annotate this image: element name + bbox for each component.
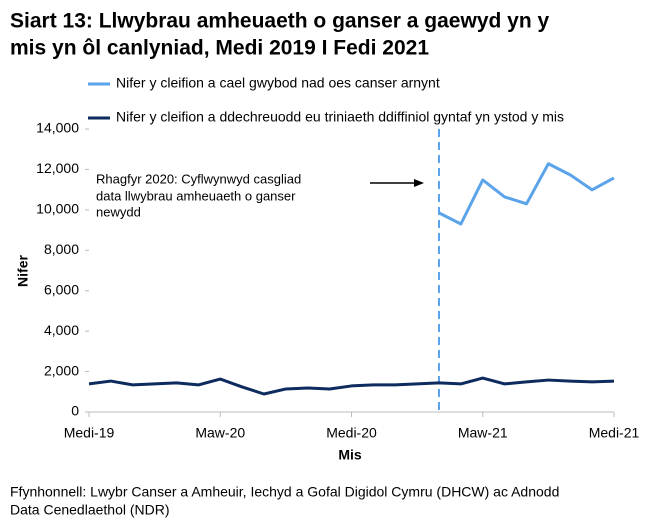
chart-title: Siart 13: Llwybrau amheuaeth o ganser a … <box>10 10 550 33</box>
x-tick-label: Medi-21 <box>589 425 640 441</box>
x-tick-label: Maw-21 <box>458 425 508 441</box>
x-axis-label: Mis <box>338 447 362 463</box>
x-tick-label: Medi-19 <box>64 425 115 441</box>
y-tick-label: 14,000 <box>36 120 79 136</box>
series-line <box>438 162 615 226</box>
annotation: data llwybrau amheuaeth o ganser <box>96 188 296 203</box>
y-tick-label: 8,000 <box>44 241 79 257</box>
x-tick-label: Medi-20 <box>326 425 377 441</box>
source: Data Cenedlaethol (NDR) <box>10 502 170 518</box>
x-tick-label: Maw-20 <box>195 425 245 441</box>
y-tick-label: 10,000 <box>36 201 79 217</box>
y-tick-label: 4,000 <box>44 322 79 338</box>
y-tick-label: 0 <box>71 403 79 419</box>
y-tick-label: 2,000 <box>44 362 79 378</box>
source: Ffynhonnell: Lwybr Canser a Amheuir, Iec… <box>10 484 559 500</box>
legend-label: Nifer y cleifion a cael gwybod nad oes c… <box>116 75 440 91</box>
series-line <box>88 376 615 396</box>
y-tick-label: 12,000 <box>36 160 79 176</box>
annotation: Rhagfyr 2020: Cyflwynwyd casgliad <box>96 171 301 186</box>
chart-title: mis yn ôl canlyniad, Medi 2019 I Fedi 20… <box>10 37 429 60</box>
y-axis-label: Nifer <box>15 255 31 287</box>
annotation-arrowhead <box>414 179 424 187</box>
annotation: newydd <box>96 204 141 219</box>
y-tick-label: 6,000 <box>44 281 79 297</box>
legend-label: Nifer y cleifion a ddechreuodd eu trinia… <box>116 109 564 125</box>
